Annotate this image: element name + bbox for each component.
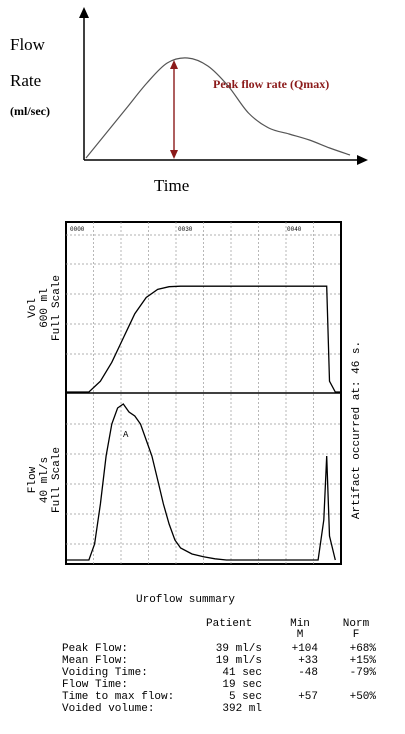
vol-label-line2: 600 ml [39, 288, 51, 328]
artifact-marker: A [123, 430, 129, 440]
artifact-label: Artifact occurred at: 46 s. [351, 341, 363, 519]
qmax-arrow-top [170, 60, 178, 69]
vol-label-line1: Vol [27, 298, 39, 318]
schematic-y-arrow [79, 7, 89, 18]
row-label: Voided volume: [62, 703, 154, 715]
row-min: +57 [298, 691, 318, 703]
flow-label-line3: Full Scale [51, 447, 63, 513]
schematic-flow-curve [85, 57, 351, 159]
top-tick-1: 0030 [178, 226, 193, 233]
row-label: Flow Time: [62, 679, 128, 691]
row-patient: 19 ml/s [216, 655, 262, 667]
top-tick-2: 0040 [287, 226, 302, 233]
qmax-annotation: Peak flow rate (Qmax) [213, 77, 329, 91]
schematic-ylabel-unit: (ml/sec) [10, 104, 50, 118]
row-norm: +68% [350, 643, 377, 655]
flow-label-line1: Flow [27, 466, 39, 493]
uroflow-summary: Uroflow summary Patient Min M Norm F Pea… [62, 594, 376, 715]
row-min: +104 [292, 643, 319, 655]
row-min: +33 [298, 655, 318, 667]
schematic-xlabel: Time [154, 176, 189, 195]
col-patient: Patient [206, 618, 252, 630]
col-norm-sub: F [353, 629, 360, 641]
row-label: Mean Flow: [62, 655, 128, 667]
row-norm: -79% [350, 667, 377, 679]
top-tick-0: 0000 [70, 226, 85, 233]
uroflow-tracing: 0000 0030 0040 A Vol 600 ml Full Scale F… [27, 221, 363, 565]
row-patient: 39 ml/s [216, 643, 262, 655]
schematic-ylabel-flow: Flow [10, 35, 46, 54]
row-label: Time to max flow: [62, 691, 174, 703]
col-norm: Norm [343, 618, 370, 630]
flow-label-line2: 40 ml/s [39, 457, 51, 503]
row-min: -48 [298, 667, 318, 679]
col-min: Min [290, 618, 310, 630]
tracing-grid [66, 222, 341, 564]
schematic-ylabel-rate: Rate [10, 71, 41, 90]
schematic-chart: Flow Rate (ml/sec) Time Peak flow rate (… [10, 7, 368, 195]
row-norm: +50% [350, 691, 377, 703]
schematic-x-arrow [357, 155, 368, 165]
flow-curve [66, 403, 336, 561]
row-norm: +15% [350, 655, 377, 667]
row-label: Voiding Time: [62, 667, 148, 679]
row-patient: 5 sec [229, 691, 262, 703]
qmax-arrow-bottom [170, 150, 178, 159]
col-min-sub: M [297, 629, 304, 641]
row-patient: 19 sec [222, 679, 262, 691]
row-patient: 392 ml [222, 703, 262, 715]
row-label: Peak Flow: [62, 643, 128, 655]
summary-title: Uroflow summary [136, 594, 235, 606]
volume-curve [66, 285, 341, 393]
vol-label-line3: Full Scale [51, 275, 63, 341]
row-patient: 41 sec [222, 667, 262, 679]
